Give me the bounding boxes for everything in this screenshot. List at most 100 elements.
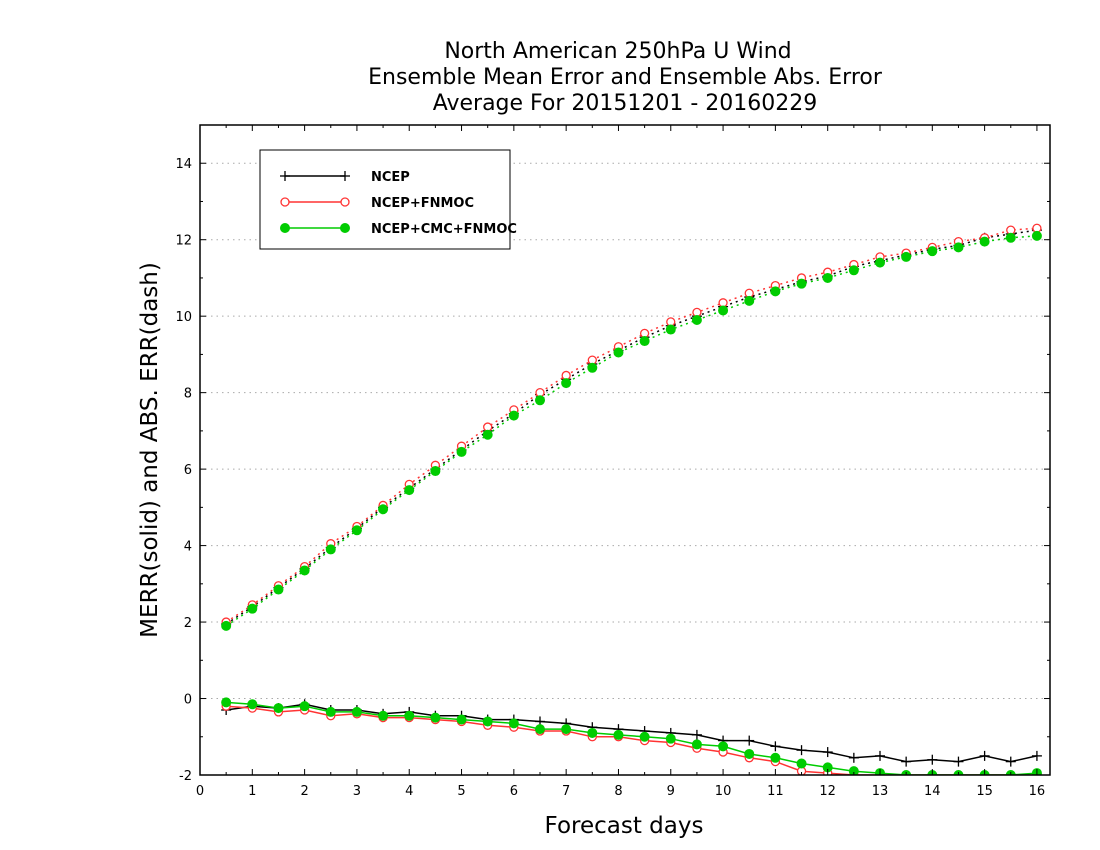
- y-tick-label: 6: [184, 463, 192, 478]
- plot-frame: [199, 124, 1051, 776]
- mean-err-point-ncep-cmc-fnmoc: [691, 739, 702, 750]
- mean-err-point-ncep-cmc-fnmoc: [587, 727, 598, 738]
- mean-err-point-ncep: [1005, 756, 1016, 767]
- mean-err-point-ncep: [822, 747, 833, 758]
- x-tick-label: 14: [924, 784, 941, 799]
- x-tick-label: 15: [976, 784, 993, 799]
- x-tick-label: 12: [819, 784, 836, 799]
- mean-err-point-ncep-cmc-fnmoc: [247, 699, 258, 710]
- mean-err-point-ncep-cmc-fnmoc: [639, 731, 650, 742]
- abs-err-point-ncep-cmc-fnmoc: [273, 584, 284, 595]
- mean-err-point-ncep: [875, 750, 885, 761]
- y-tick-label: -2: [179, 769, 192, 784]
- y-tick-label: 8: [184, 387, 192, 402]
- abs-err-point-ncep-cmc-fnmoc: [535, 395, 545, 406]
- mean-err-point-ncep-cmc-fnmoc: [273, 703, 284, 714]
- x-tick-label: 1: [248, 784, 256, 799]
- abs-err-line-ncep-fnmoc: [225, 227, 1037, 623]
- mean-err-point-ncep-cmc-fnmoc: [404, 710, 415, 721]
- y-tick-label: 2: [184, 616, 192, 631]
- mean-err-point-ncep-cmc-fnmoc: [665, 733, 676, 744]
- legend-item-ncep-cmc-fnmoc: NCEP+CMC+FNMOC: [280, 222, 517, 237]
- abs-err-point-ncep-cmc-fnmoc: [953, 242, 964, 253]
- abs-err-point-ncep-cmc-fnmoc: [744, 295, 755, 306]
- abs-err-point-ncep-cmc-fnmoc: [613, 347, 624, 358]
- x-tick-label: 5: [457, 784, 465, 799]
- legend-label-ncep: NCEP: [371, 170, 410, 185]
- abs-err-point-ncep-cmc-fnmoc: [561, 378, 572, 389]
- chart-title-line-3: Average For 20151201 - 20160229: [433, 91, 818, 116]
- mean-err-point-ncep-cmc-fnmoc: [796, 758, 807, 769]
- y-tick-label: 4: [184, 540, 192, 555]
- legend-box: [259, 149, 511, 250]
- abs-err-point-ncep-cmc-fnmoc: [299, 565, 310, 576]
- abs-err-point-ncep-cmc-fnmoc: [351, 525, 362, 536]
- x-tick-label: 6: [510, 784, 518, 799]
- abs-err-point-ncep-cmc-fnmoc: [378, 504, 389, 515]
- mean-err-point-ncep-cmc-fnmoc: [535, 724, 545, 735]
- mean-err-point-ncep: [770, 741, 781, 752]
- chart-title-line-1: North American 250hPa U Wind: [444, 39, 791, 64]
- abs-err-point-ncep-cmc-fnmoc: [691, 315, 702, 325]
- abs-err-point-ncep-cmc-fnmoc: [718, 305, 729, 316]
- y-tick-label: 12: [175, 234, 192, 249]
- abs-err-point-ncep-cmc-fnmoc: [848, 265, 859, 276]
- mean-err-point-ncep-cmc-fnmoc: [482, 716, 493, 727]
- abs-err-line-ncep: [225, 229, 1038, 625]
- mean-err-point-ncep-cmc-fnmoc: [718, 741, 729, 752]
- x-tick-label: 11: [767, 784, 784, 799]
- mean-err-point-ncep-cmc-fnmoc: [744, 748, 755, 759]
- mean-err-point-ncep-cmc-fnmoc: [430, 712, 441, 723]
- mean-err-point-ncep: [979, 750, 990, 761]
- abs-err-point-ncep-cmc-fnmoc: [482, 429, 493, 440]
- abs-err-point-ncep-cmc-fnmoc: [639, 336, 650, 347]
- legend-label-ncep-fnmoc: NCEP+FNMOC: [371, 196, 474, 211]
- series-ncep: [221, 225, 1042, 767]
- abs-err-point-ncep-cmc-fnmoc: [796, 278, 807, 289]
- mean-err-point-ncep: [953, 756, 964, 767]
- legend-item-ncep: NCEP: [280, 170, 410, 185]
- mean-err-point-ncep-cmc-fnmoc: [848, 766, 859, 775]
- abs-err-point-ncep-cmc-fnmoc: [822, 272, 833, 283]
- series-layer: [221, 223, 1042, 775]
- mean-err-point-ncep: [848, 752, 859, 763]
- x-tick-label: 13: [872, 784, 889, 799]
- mean-err-line-ncep: [226, 703, 1038, 763]
- abs-err-point-ncep-cmc-fnmoc: [456, 446, 467, 457]
- y-axis-label: MERR(solid) and ABS. ERR(dash): [137, 262, 163, 638]
- grid-lines: [200, 162, 1050, 700]
- mean-err-point-ncep-cmc-fnmoc: [613, 729, 624, 740]
- x-tick-label: 4: [405, 784, 413, 799]
- mean-err-point-ncep-cmc-fnmoc: [351, 706, 362, 717]
- chart-title-line-2: Ensemble Mean Error and Ensemble Abs. Er…: [368, 65, 883, 90]
- legend-marker-start-ncep-cmc-fnmoc: [280, 223, 290, 233]
- mean-err-point-ncep-cmc-fnmoc: [561, 724, 572, 735]
- mean-err-point-ncep: [691, 729, 702, 740]
- series-ncep-cmc-fnmoc: [221, 230, 1042, 775]
- abs-err-point-ncep-cmc-fnmoc: [665, 324, 676, 335]
- x-tick-label: 8: [614, 784, 622, 799]
- legend-marker-end-ncep-cmc-fnmoc: [340, 223, 350, 233]
- legend-label-ncep-cmc-fnmoc: NCEP+CMC+FNMOC: [371, 222, 517, 237]
- legend-item-ncep-fnmoc: NCEP+FNMOC: [280, 196, 474, 211]
- mean-err-point-ncep: [796, 745, 807, 756]
- legend-marker-start-ncep: [280, 171, 290, 181]
- mean-err-point-ncep-cmc-fnmoc: [378, 710, 389, 721]
- mean-err-point-ncep: [1031, 750, 1042, 761]
- abs-err-point-ncep-cmc-fnmoc: [587, 362, 598, 373]
- x-tick-label: 0: [196, 784, 204, 799]
- y-tick-label: 10: [175, 310, 192, 325]
- mean-err-point-ncep: [901, 756, 912, 767]
- x-tick-label: 16: [1029, 784, 1046, 799]
- mean-err-point-ncep-cmc-fnmoc: [508, 718, 519, 729]
- abs-err-point-ncep-cmc-fnmoc: [247, 603, 258, 614]
- abs-err-point-ncep-cmc-fnmoc: [979, 236, 990, 247]
- abs-err-line-ncep-cmc-fnmoc: [225, 235, 1037, 627]
- abs-err-point-ncep-cmc-fnmoc: [430, 466, 441, 477]
- x-axis-label: Forecast days: [545, 813, 704, 839]
- y-tick-label: 0: [184, 693, 192, 708]
- legend-marker-start-ncep-fnmoc: [280, 197, 290, 207]
- mean-err-point-ncep-cmc-fnmoc: [221, 697, 232, 708]
